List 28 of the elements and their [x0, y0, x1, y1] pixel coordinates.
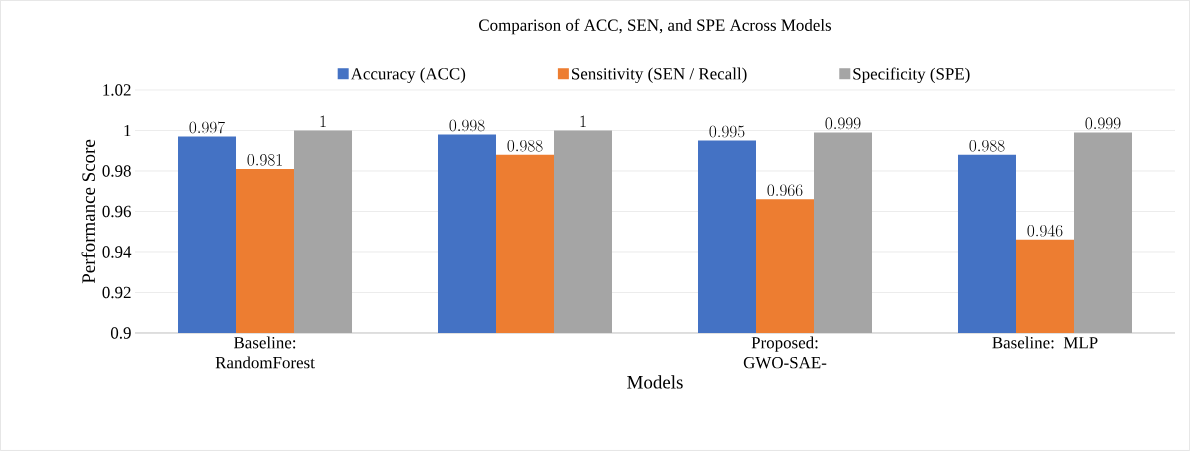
x-tick-label: Baseline: MLP [992, 336, 1098, 349]
data-label: 0.946 [1027, 224, 1063, 237]
data-label: 0.999 [825, 117, 861, 130]
legend-label: Sensitivity (SEN / Recall) [572, 67, 747, 84]
chart-title: Comparison of ACC, SEN, and SPE Across Models [479, 18, 832, 35]
y-tick-label: 1.02 [103, 84, 131, 96]
data-label: 0.998 [449, 119, 485, 132]
data-label: 1 [320, 115, 326, 127]
y-tick-label: 0.9 [110, 327, 131, 339]
x-tick-label: Baseline: RandomForest [215, 336, 315, 369]
data-label: 0.988 [969, 139, 1005, 152]
y-tick-label: 0.94 [102, 246, 132, 258]
data-label: 1 [580, 115, 586, 127]
y-tick-label: 0.98 [102, 165, 131, 177]
data-label: 0.995 [709, 125, 745, 138]
x-axis-title: Models [627, 375, 683, 389]
x-tick-label: Proposed: GWO-SAE- [743, 336, 827, 369]
data-label: 0.981 [247, 154, 282, 166]
y-tick-label: 0.92 [102, 286, 131, 299]
legend-label: Specificity (SPE) [853, 67, 970, 84]
data-label: 0.966 [767, 184, 803, 197]
data-label: 0.997 [189, 121, 225, 134]
legend-label: Accuracy (ACC) [350, 67, 466, 84]
data-label: 0.999 [1085, 117, 1121, 130]
y-axis-title: Performance Score [81, 139, 96, 284]
y-tick-label: 0.96 [102, 205, 131, 218]
data-label: 0.988 [507, 139, 543, 152]
y-tick-label: 1 [124, 124, 131, 137]
